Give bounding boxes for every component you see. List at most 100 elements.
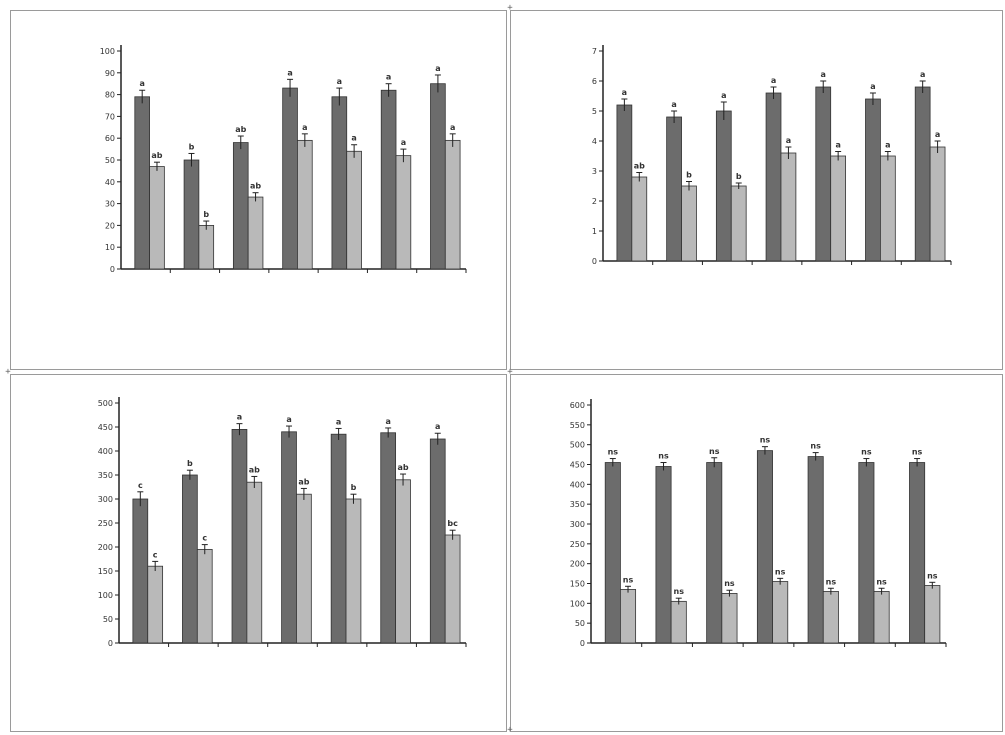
bar xyxy=(132,498,149,644)
data-label: ab xyxy=(298,477,309,486)
data-label: ns xyxy=(623,575,634,584)
data-label: bc xyxy=(447,519,458,528)
chart-svg-4: 0 50 100 150 200 250 300 350 400 450 500 550 600 ns ns… xyxy=(570,399,947,648)
bar xyxy=(909,462,926,644)
y-tick-label: 5 xyxy=(592,107,597,116)
y-tick-label: 100 xyxy=(570,599,585,608)
y-tick-label: 80 xyxy=(105,91,115,100)
data-label: a xyxy=(835,141,840,150)
y-tick-label: 100 xyxy=(100,47,115,56)
panel-corner-handle[interactable]: + xyxy=(507,367,513,377)
bar xyxy=(345,498,362,644)
data-label: ns xyxy=(658,452,669,461)
data-label: ns xyxy=(724,579,735,588)
bar xyxy=(765,92,782,262)
bar xyxy=(880,155,896,262)
bar xyxy=(346,150,362,270)
data-label: ab xyxy=(235,125,246,134)
y-tick-label: 50 xyxy=(103,615,113,624)
bar xyxy=(822,591,839,644)
y-tick-label: 0 xyxy=(592,257,597,266)
y-tick-label: 500 xyxy=(98,399,113,408)
data-label: b xyxy=(736,172,742,181)
data-label: ns xyxy=(775,567,786,576)
bar xyxy=(924,585,941,644)
data-label: ab xyxy=(249,465,260,474)
y-tick-label: 100 xyxy=(98,591,113,600)
data-label: a xyxy=(302,123,307,132)
y-tick-label: 200 xyxy=(98,543,113,552)
bar xyxy=(395,155,412,270)
bar xyxy=(444,534,461,644)
y-tick-label: 350 xyxy=(570,500,585,509)
data-label: ns xyxy=(608,448,619,457)
data-label: ns xyxy=(709,447,720,456)
data-label: a xyxy=(935,130,940,139)
y-tick-label: 6 xyxy=(592,77,597,86)
bar xyxy=(780,152,797,262)
data-label: a xyxy=(435,422,440,431)
bar xyxy=(444,139,461,270)
data-label: a xyxy=(450,123,455,132)
bar xyxy=(914,86,931,262)
data-label: a xyxy=(386,73,391,82)
y-tick-label: 3 xyxy=(592,167,597,176)
bar xyxy=(655,466,672,644)
y-tick-label: 300 xyxy=(570,520,585,529)
bar xyxy=(247,196,264,270)
y-tick-label: 90 xyxy=(105,69,115,78)
bar xyxy=(681,185,697,262)
data-label: b xyxy=(187,459,193,468)
y-tick-label: 60 xyxy=(105,134,115,143)
bar xyxy=(865,98,881,262)
data-label: a xyxy=(870,82,875,91)
bar xyxy=(281,431,297,644)
bar xyxy=(297,139,313,270)
data-label: a xyxy=(336,417,341,426)
y-tick-label: 150 xyxy=(98,567,113,576)
data-label: ns xyxy=(912,448,923,457)
data-label: c xyxy=(138,481,143,490)
bar xyxy=(380,432,397,644)
bar xyxy=(196,548,213,644)
chart-svg-3: 0 50 100 150 200 250 300 350 400 450 500 c b a a a a a c c a… xyxy=(98,397,467,648)
y-tick-label: 150 xyxy=(570,580,585,589)
bar xyxy=(715,110,732,262)
bar xyxy=(830,155,847,262)
data-label: b xyxy=(686,171,692,180)
bar xyxy=(395,479,411,644)
y-tick-label: 50 xyxy=(105,156,115,165)
bar xyxy=(296,493,312,644)
y-tick-label: 1 xyxy=(592,227,597,236)
y-tick-label: 600 xyxy=(570,401,585,410)
data-label: a xyxy=(351,134,356,143)
data-label: ns xyxy=(674,587,685,596)
bar xyxy=(149,166,165,270)
chart-svg-2: 0 1 2 3 4 5 6 7 a a a a a a a ab b b a a a a xyxy=(592,45,952,266)
bar xyxy=(429,438,446,644)
data-label: b xyxy=(189,142,195,151)
data-label: a xyxy=(435,64,440,73)
data-label: a xyxy=(401,138,406,147)
bar xyxy=(282,87,298,270)
data-label: a xyxy=(286,415,291,424)
bar xyxy=(183,159,200,270)
panel-corner-handle[interactable]: + xyxy=(5,367,11,377)
bar xyxy=(666,116,682,262)
panel-corner-handle[interactable]: + xyxy=(507,725,513,735)
data-label: a xyxy=(771,76,776,85)
bar xyxy=(631,176,648,262)
y-tick-label: 70 xyxy=(105,112,115,121)
data-label: c xyxy=(202,534,207,543)
data-label: a xyxy=(821,70,826,79)
y-tick-label: 7 xyxy=(592,47,597,56)
panel-corner-handle[interactable]: + xyxy=(507,3,513,13)
bar xyxy=(815,86,832,262)
data-label: ab xyxy=(397,463,408,472)
y-tick-label: 500 xyxy=(570,441,585,450)
bar xyxy=(198,224,215,270)
chart-panel-3: 0 50 100 150 200 250 300 350 400 450 500 c b a a a a a c c a… xyxy=(10,374,507,732)
data-label: a xyxy=(885,141,890,150)
y-tick-label: 0 xyxy=(110,265,115,274)
data-label: a xyxy=(920,70,925,79)
